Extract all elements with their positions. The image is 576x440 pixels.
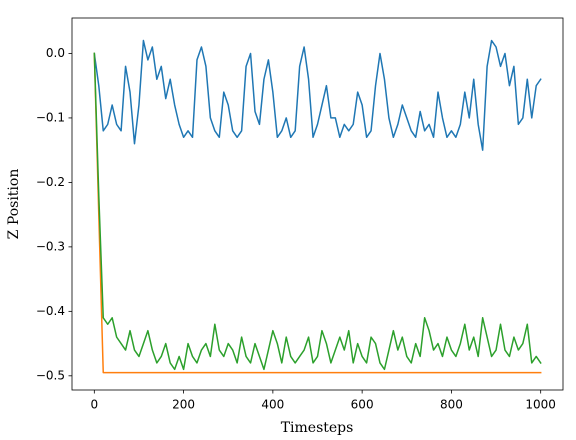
plot-frame (71, 17, 564, 391)
y-tick-label: 0.0 (46, 46, 65, 60)
x-tick-label: 600 (351, 398, 374, 412)
x-axis-title: Timesteps (281, 420, 354, 436)
y-tick-label: −0.1 (36, 110, 65, 124)
y-tick-label: −0.5 (36, 368, 65, 382)
x-tick-label: 200 (172, 398, 195, 412)
data-line (93, 52, 542, 371)
y-tick-label: −0.4 (36, 304, 65, 318)
x-tick-label: 0 (90, 398, 98, 412)
y-tick-label: −0.2 (36, 175, 65, 189)
data-line (93, 39, 542, 151)
x-tick-label: 400 (261, 398, 284, 412)
x-tick-label: 1000 (525, 398, 556, 412)
data-line (93, 52, 542, 374)
y-tick-label: −0.3 (36, 239, 65, 253)
y-axis-title: Z Position (6, 169, 22, 240)
x-tick-label: 800 (440, 398, 463, 412)
